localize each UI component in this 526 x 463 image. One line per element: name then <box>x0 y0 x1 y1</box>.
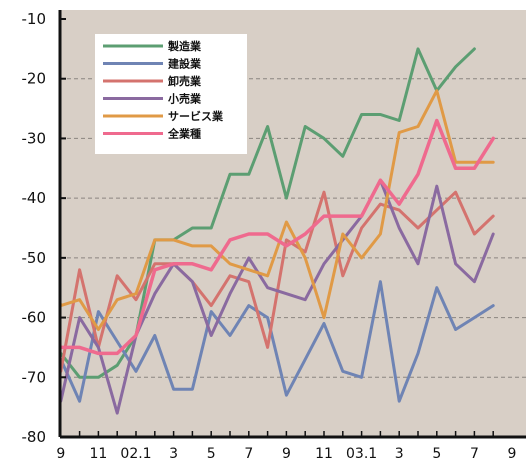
x-tick-label: 5 <box>432 446 441 462</box>
x-tick-label: 11 <box>89 446 107 462</box>
legend-label: 卸売業 <box>168 74 202 88</box>
y-tick-label: -80 <box>22 428 47 446</box>
series-line <box>60 118 495 356</box>
x-tick-label: 02.1 <box>120 446 151 462</box>
y-tick-labels: -10 -20 -30 -40 -50 -60 -70 -80 <box>22 10 66 446</box>
x-tick-label: 03.1 <box>346 446 377 462</box>
legend-label: 全業種 <box>167 127 201 141</box>
x-tick-label: 7 <box>470 446 479 462</box>
x-tick-label: 9 <box>282 446 291 462</box>
axes <box>58 10 526 439</box>
x-tick-label: 11 <box>315 446 333 462</box>
legend-label: 製造業 <box>167 39 202 53</box>
legend-label: 建設業 <box>168 57 202 71</box>
legend-label: 小売業 <box>167 92 202 106</box>
y-tick-label: -50 <box>22 249 47 267</box>
series-lines <box>60 47 495 415</box>
series-line <box>60 178 495 415</box>
x-tick-labels: 9 11 02.1 3 5 7 9 11 03.1 3 5 7 9 <box>56 431 516 462</box>
x-tick-label: 9 <box>508 446 517 462</box>
y-tick-label: -20 <box>22 70 47 88</box>
series-line <box>60 190 495 373</box>
x-tick-label: 3 <box>169 446 178 462</box>
y-tick-label: -70 <box>22 368 47 386</box>
y-tick-label: -40 <box>22 189 47 207</box>
x-tick-label: 5 <box>207 446 216 462</box>
x-tick-label: 3 <box>395 446 404 462</box>
y-tick-label: -10 <box>22 10 47 28</box>
series-line <box>60 280 495 403</box>
y-tick-label: -30 <box>22 129 47 147</box>
series-line <box>60 47 476 379</box>
x-tick-label: 7 <box>244 446 253 462</box>
x-tick-label: 9 <box>56 446 65 462</box>
legend-label: サービス業 <box>168 109 224 123</box>
y-tick-label: -60 <box>22 309 47 327</box>
series-line <box>60 89 495 331</box>
